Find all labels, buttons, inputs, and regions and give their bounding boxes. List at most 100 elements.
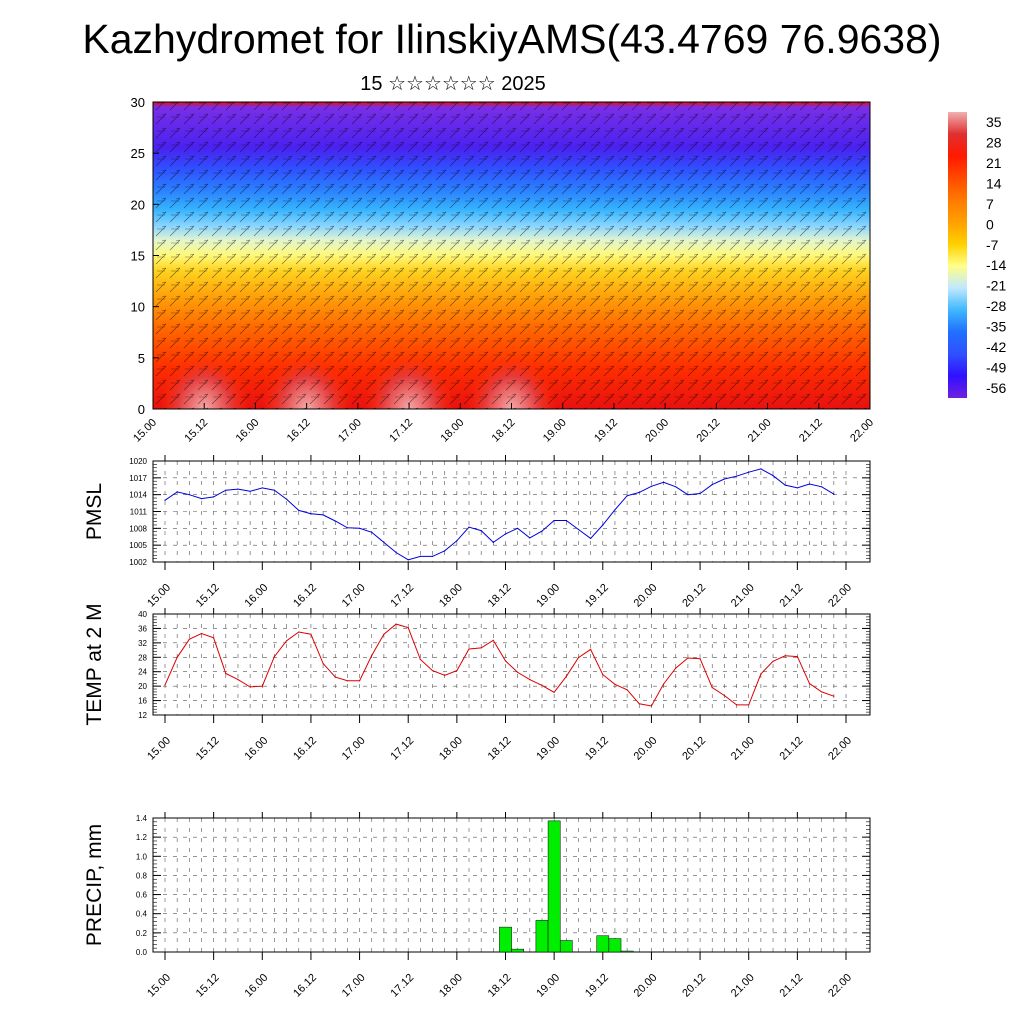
- temperature-point: [699, 658, 701, 660]
- pmsl-point: [529, 537, 531, 539]
- x-tick-label: 18.12: [486, 735, 514, 763]
- pmsl-point: [225, 489, 227, 491]
- y-tick-label: 28: [138, 653, 147, 662]
- pmsl-point: [796, 487, 798, 489]
- y-tick-label: 1.4: [136, 814, 148, 823]
- pmsl-point: [614, 509, 616, 511]
- y-axis-title: PRECIP, mm: [83, 824, 106, 946]
- y-tick-label: 15: [131, 249, 145, 264]
- colorbar-label: -56: [986, 380, 1006, 396]
- x-tick-label: 18.12: [490, 417, 518, 445]
- temperature-point: [687, 657, 689, 659]
- temperature-point: [796, 655, 798, 658]
- colorbar-label: -14: [986, 257, 1006, 273]
- pmsl-point: [346, 527, 349, 529]
- pmsl-point: [164, 499, 166, 501]
- pmsl-point: [480, 529, 482, 532]
- pmsl-point: [383, 541, 385, 543]
- temperature-point: [225, 672, 227, 675]
- x-tick-label: 21.00: [729, 735, 757, 763]
- colorbar-label: -42: [986, 339, 1006, 355]
- pmsl-point: [602, 524, 604, 526]
- temperature-point: [358, 680, 361, 682]
- temperature-point: [529, 679, 531, 681]
- y-tick-label: 40: [138, 610, 147, 619]
- temperature-point: [735, 704, 738, 706]
- y-tick-label: 1.2: [136, 833, 148, 842]
- temperature-point: [553, 691, 555, 693]
- x-tick-label: 16.12: [291, 972, 319, 1000]
- temperature-point: [200, 632, 203, 635]
- pmsl-point: [188, 494, 190, 496]
- temperature-point: [565, 675, 567, 678]
- colorbar-label: -28: [986, 298, 1006, 314]
- y-tick-label: 1020: [129, 457, 147, 466]
- x-tick-label: 21.12: [797, 417, 825, 445]
- pmsl-point: [504, 533, 507, 535]
- pmsl-point: [699, 492, 701, 495]
- pmsl-point: [821, 486, 823, 488]
- x-tick-label: 20.12: [680, 972, 708, 1000]
- x-tick-label: 22.00: [826, 735, 854, 763]
- y-tick-label: 20: [138, 682, 147, 691]
- x-tick-label: 15.00: [131, 417, 159, 445]
- precipitation-plot: 0.0 0.2 0.4 0.6 0.8 1.0 1.2 1.4 15.00 15.12 16.00 1…: [83, 812, 871, 1000]
- y-tick-label: 0: [138, 402, 145, 417]
- temperature-point: [590, 648, 592, 650]
- pmsl-point: [431, 555, 434, 557]
- x-tick-label: 21.00: [729, 582, 757, 610]
- pmsl-point: [237, 488, 239, 490]
- x-tick-label: 17.12: [388, 972, 416, 1000]
- pmsl-point: [213, 496, 215, 498]
- chart-subtitle: 15 ☆☆☆☆☆☆ 2025: [360, 73, 546, 95]
- temperature-point: [237, 679, 239, 681]
- colorbar-label: 0: [986, 216, 994, 232]
- pmsl-point: [541, 530, 543, 532]
- y-tick-label: 1014: [129, 491, 147, 500]
- x-tick-label: 18.00: [437, 735, 465, 763]
- y-tick-label: 0.2: [136, 929, 148, 938]
- x-tick-label: 20.00: [643, 417, 671, 445]
- y-tick-label: 12: [138, 711, 147, 720]
- x-tick-label: 19.12: [583, 972, 611, 1000]
- x-tick-label: 15.00: [145, 972, 173, 1000]
- pmsl-point: [553, 519, 555, 522]
- temperature-point: [748, 704, 750, 706]
- pmsl-point: [784, 484, 786, 486]
- y-tick-label: 24: [138, 668, 147, 677]
- pmsl-point: [200, 497, 203, 500]
- x-tick-label: 18.00: [437, 582, 465, 610]
- y-tick-label: 32: [138, 639, 147, 648]
- pmsl-point: [626, 495, 628, 497]
- wind-barbs: [153, 102, 870, 409]
- temperature-point: [638, 703, 640, 705]
- temperature-point: [164, 684, 166, 686]
- precip-bar: [596, 935, 610, 953]
- temperature-point: [650, 705, 653, 707]
- pmsl-point: [760, 468, 762, 470]
- pmsl-point: [723, 478, 725, 480]
- pmsl-point: [298, 509, 300, 511]
- x-tick-label: 15.00: [145, 735, 173, 763]
- x-tick-label: 22.00: [826, 972, 854, 1000]
- temperature-point: [808, 683, 811, 685]
- colorbar-label: -35: [986, 319, 1006, 335]
- y-tick-label: 36: [138, 624, 147, 633]
- x-tick-label: 19.00: [534, 582, 562, 610]
- temperature-point: [711, 686, 713, 689]
- temperature-point: [346, 680, 349, 682]
- temperature-point: [188, 638, 190, 640]
- pmsl-point: [772, 474, 774, 477]
- temperature-point: [541, 684, 543, 687]
- cross-section-plot: 0 5 10 15 20 25 30 15.00 15.12 16.00 16.12 17.00 17.…: [131, 95, 877, 445]
- temperature-point: [614, 683, 616, 685]
- pmsl-point: [517, 527, 519, 529]
- temperature-point: [784, 655, 786, 657]
- x-tick-label: 19.00: [534, 972, 562, 1000]
- pmsl-point: [407, 559, 409, 561]
- x-tick-label: 16.12: [291, 582, 319, 610]
- temperature-point: [298, 631, 300, 633]
- pmsl-point: [273, 489, 276, 491]
- x-tick-label: 17.12: [388, 735, 416, 763]
